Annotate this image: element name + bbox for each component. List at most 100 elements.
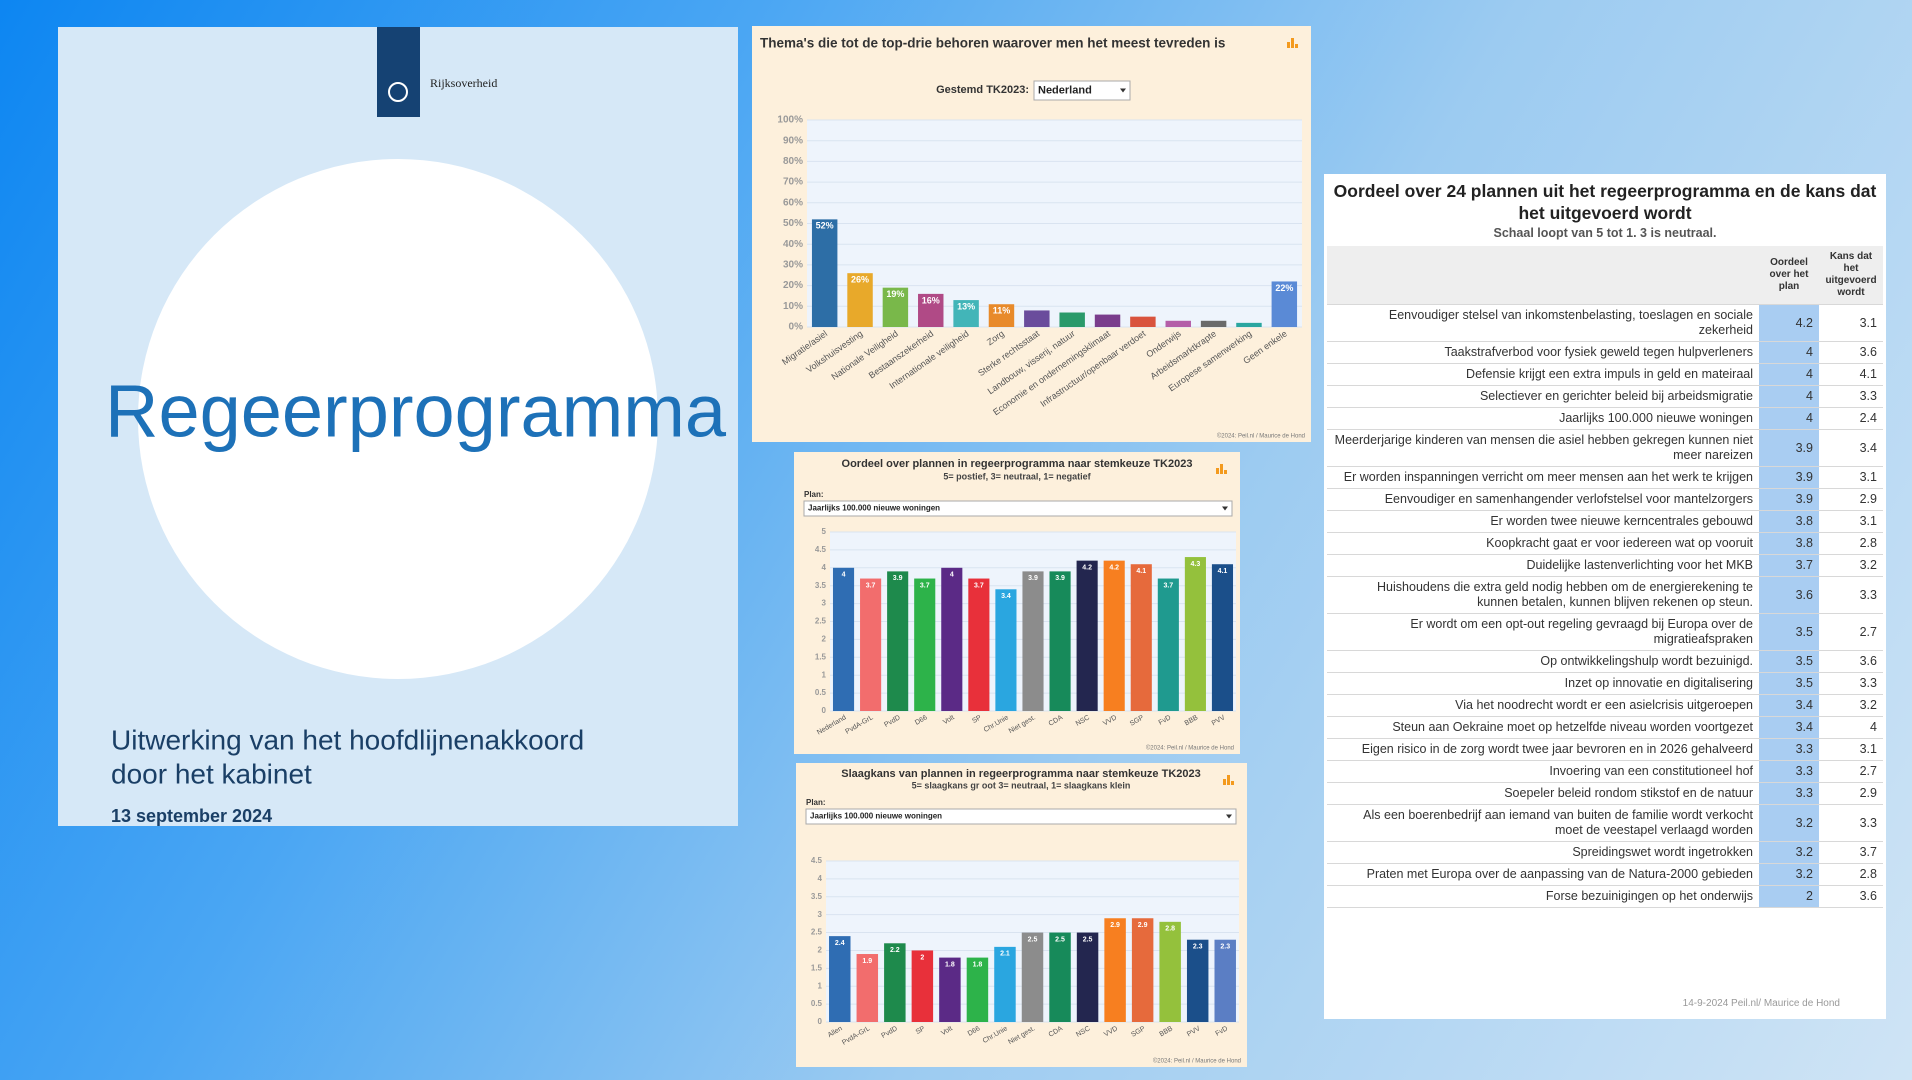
y-tick-label: 1.5 [815, 652, 827, 661]
data-label: 4.1 [1218, 568, 1228, 575]
table-cell: 3.1 [1819, 304, 1883, 342]
data-label: 22% [1275, 283, 1293, 293]
table-cell: 2.9 [1819, 488, 1883, 511]
dropdown[interactable] [803, 500, 1233, 517]
table-row: Er worden inspanningen verricht om meer … [1327, 466, 1883, 489]
y-tick-label: 30% [783, 260, 803, 271]
table-row: Jaarlijks 100.000 nieuwe woningen 4 2.4 [1327, 407, 1883, 430]
data-label: 2.9 [1110, 922, 1120, 929]
dropdown-value: Nederland [1038, 84, 1092, 96]
y-tick-label: 50% [783, 218, 803, 229]
bar [1103, 560, 1125, 711]
y-tick-label: 80% [783, 156, 803, 167]
table-row: Als een boerenbedrijf aan iemand van bui… [1327, 804, 1883, 842]
table-cell: Jaarlijks 100.000 nieuwe woningen [1327, 407, 1759, 430]
dropdown[interactable] [805, 808, 1237, 825]
chart-panel: Slaagkans van plannen in regeerprogramma… [796, 763, 1247, 1067]
table-cell: 3.5 [1759, 672, 1819, 695]
x-tick-label: SP [971, 714, 983, 725]
bar [995, 589, 1017, 711]
table-cell: Taakstrafverbod voor fysiek geweld tegen… [1327, 341, 1759, 364]
data-label: 2.5 [1083, 936, 1093, 943]
table-cell: 3.3 [1819, 576, 1883, 614]
data-label: 4.1 [1136, 568, 1146, 575]
data-label: 13% [957, 301, 975, 311]
table-cell: 3.2 [1819, 694, 1883, 717]
logo-bar [1291, 38, 1294, 48]
bar [988, 304, 1015, 327]
y-tick-label: 1 [822, 670, 827, 679]
y-tick-label: 100% [777, 115, 803, 126]
bar [939, 957, 961, 1022]
logo-bar [1295, 44, 1298, 48]
table-cell: 3.5 [1759, 650, 1819, 673]
bar [1076, 932, 1099, 1022]
table-row: Huishoudens die extra geld nodig hebben … [1327, 576, 1883, 614]
data-label: 3.7 [974, 582, 984, 589]
bar [941, 567, 963, 711]
header-cell: Oordeel over het plan [1759, 246, 1819, 305]
x-tick-label: Volt [942, 714, 956, 726]
logo-bar [1227, 775, 1230, 785]
table-row: Er worden twee nieuwe kerncentrales gebo… [1327, 510, 1883, 533]
table-row: Selectiever en gerichter beleid bij arbe… [1327, 385, 1883, 408]
data-label: 4 [950, 572, 954, 579]
table-cell: Praten met Europa over de aanpassing van… [1327, 863, 1759, 886]
dropdown-arrow [1222, 506, 1228, 511]
chart-title: Slaagkans van plannen in regeerprogramma… [841, 768, 1200, 780]
bar [860, 578, 882, 711]
header-cell: Kans dat het uitgevoerd wordt [1819, 246, 1883, 305]
y-tick-label: 1.5 [811, 963, 823, 972]
table-cell: Op ontwikkelingshulp wordt bezuinigd. [1327, 650, 1759, 673]
bar [1021, 932, 1044, 1022]
y-tick-label: 0.5 [815, 688, 827, 697]
data-label: 2 [920, 954, 924, 961]
table-cell: 2 [1759, 885, 1819, 908]
chart-footer: ©2024: Peil.nl / Maurice de Hond [1217, 433, 1305, 440]
table-cell: 3.2 [1759, 863, 1819, 886]
table-row: Eenvoudiger stelsel van inkomstenbelasti… [1327, 304, 1883, 342]
chart-title: Thema's die tot de top-drie behoren waar… [760, 36, 1225, 51]
table-row: Steun aan Oekraine moet op hetzelfde niv… [1327, 716, 1883, 739]
data-label: 3.9 [1055, 575, 1065, 582]
logo [1287, 38, 1298, 48]
data-label: 16% [922, 295, 940, 305]
table-cell: 3.8 [1759, 532, 1819, 555]
logo-emblem [388, 82, 408, 102]
y-tick-label: 3 [818, 910, 823, 919]
table-row: Eigen risico in de zorg wordt twee jaar … [1327, 738, 1883, 761]
y-tick-label: 2.5 [815, 617, 827, 626]
data-label: 11% [993, 306, 1011, 316]
data-label: 3.9 [893, 575, 903, 582]
data-label: 1.8 [945, 961, 955, 968]
dropdown[interactable] [1033, 80, 1131, 101]
cover-date: 13 september 2024 [111, 806, 272, 826]
y-tick-label: 4.5 [811, 856, 823, 865]
table-cell: Defensie krijgt een extra impuls in geld… [1327, 363, 1759, 386]
table-row: Via het noodrecht wordt er een asielcris… [1327, 694, 1883, 717]
table-cell: Er worden inspanningen verricht om meer … [1327, 466, 1759, 489]
y-tick-label: 5 [822, 527, 827, 536]
table-cell: Er wordt om een opt-out regeling gevraag… [1327, 613, 1759, 651]
table-cell: 2.9 [1819, 782, 1883, 805]
data-label: 3.7 [866, 582, 876, 589]
data-label: 2.3 [1220, 944, 1230, 951]
table-cell: 3.8 [1759, 510, 1819, 533]
y-tick-label: 4 [822, 563, 827, 572]
table-row: Inzet op innovatie en digitalisering 3.5 3… [1327, 672, 1883, 695]
header-cell [1327, 246, 1759, 305]
table-cell: Duidelijke lastenverlichting voor het MK… [1327, 554, 1759, 577]
data-label: 2.5 [1028, 936, 1038, 943]
table-subtitle: Schaal loopt van 5 tot 1. 3 is neutraal. [1493, 226, 1717, 240]
table-cell: 4 [1759, 363, 1819, 386]
logo-bar [1216, 468, 1219, 474]
chart-panel: Oordeel over plannen in regeerprogramma … [794, 452, 1240, 754]
data-label: 3.9 [1028, 575, 1038, 582]
bar [918, 293, 944, 327]
bar [1211, 564, 1234, 711]
y-tick-label: 90% [783, 135, 803, 146]
logo-bar [1223, 779, 1226, 785]
y-tick-label: 0 [822, 706, 827, 715]
bar [994, 946, 1016, 1022]
bar [1236, 322, 1262, 327]
